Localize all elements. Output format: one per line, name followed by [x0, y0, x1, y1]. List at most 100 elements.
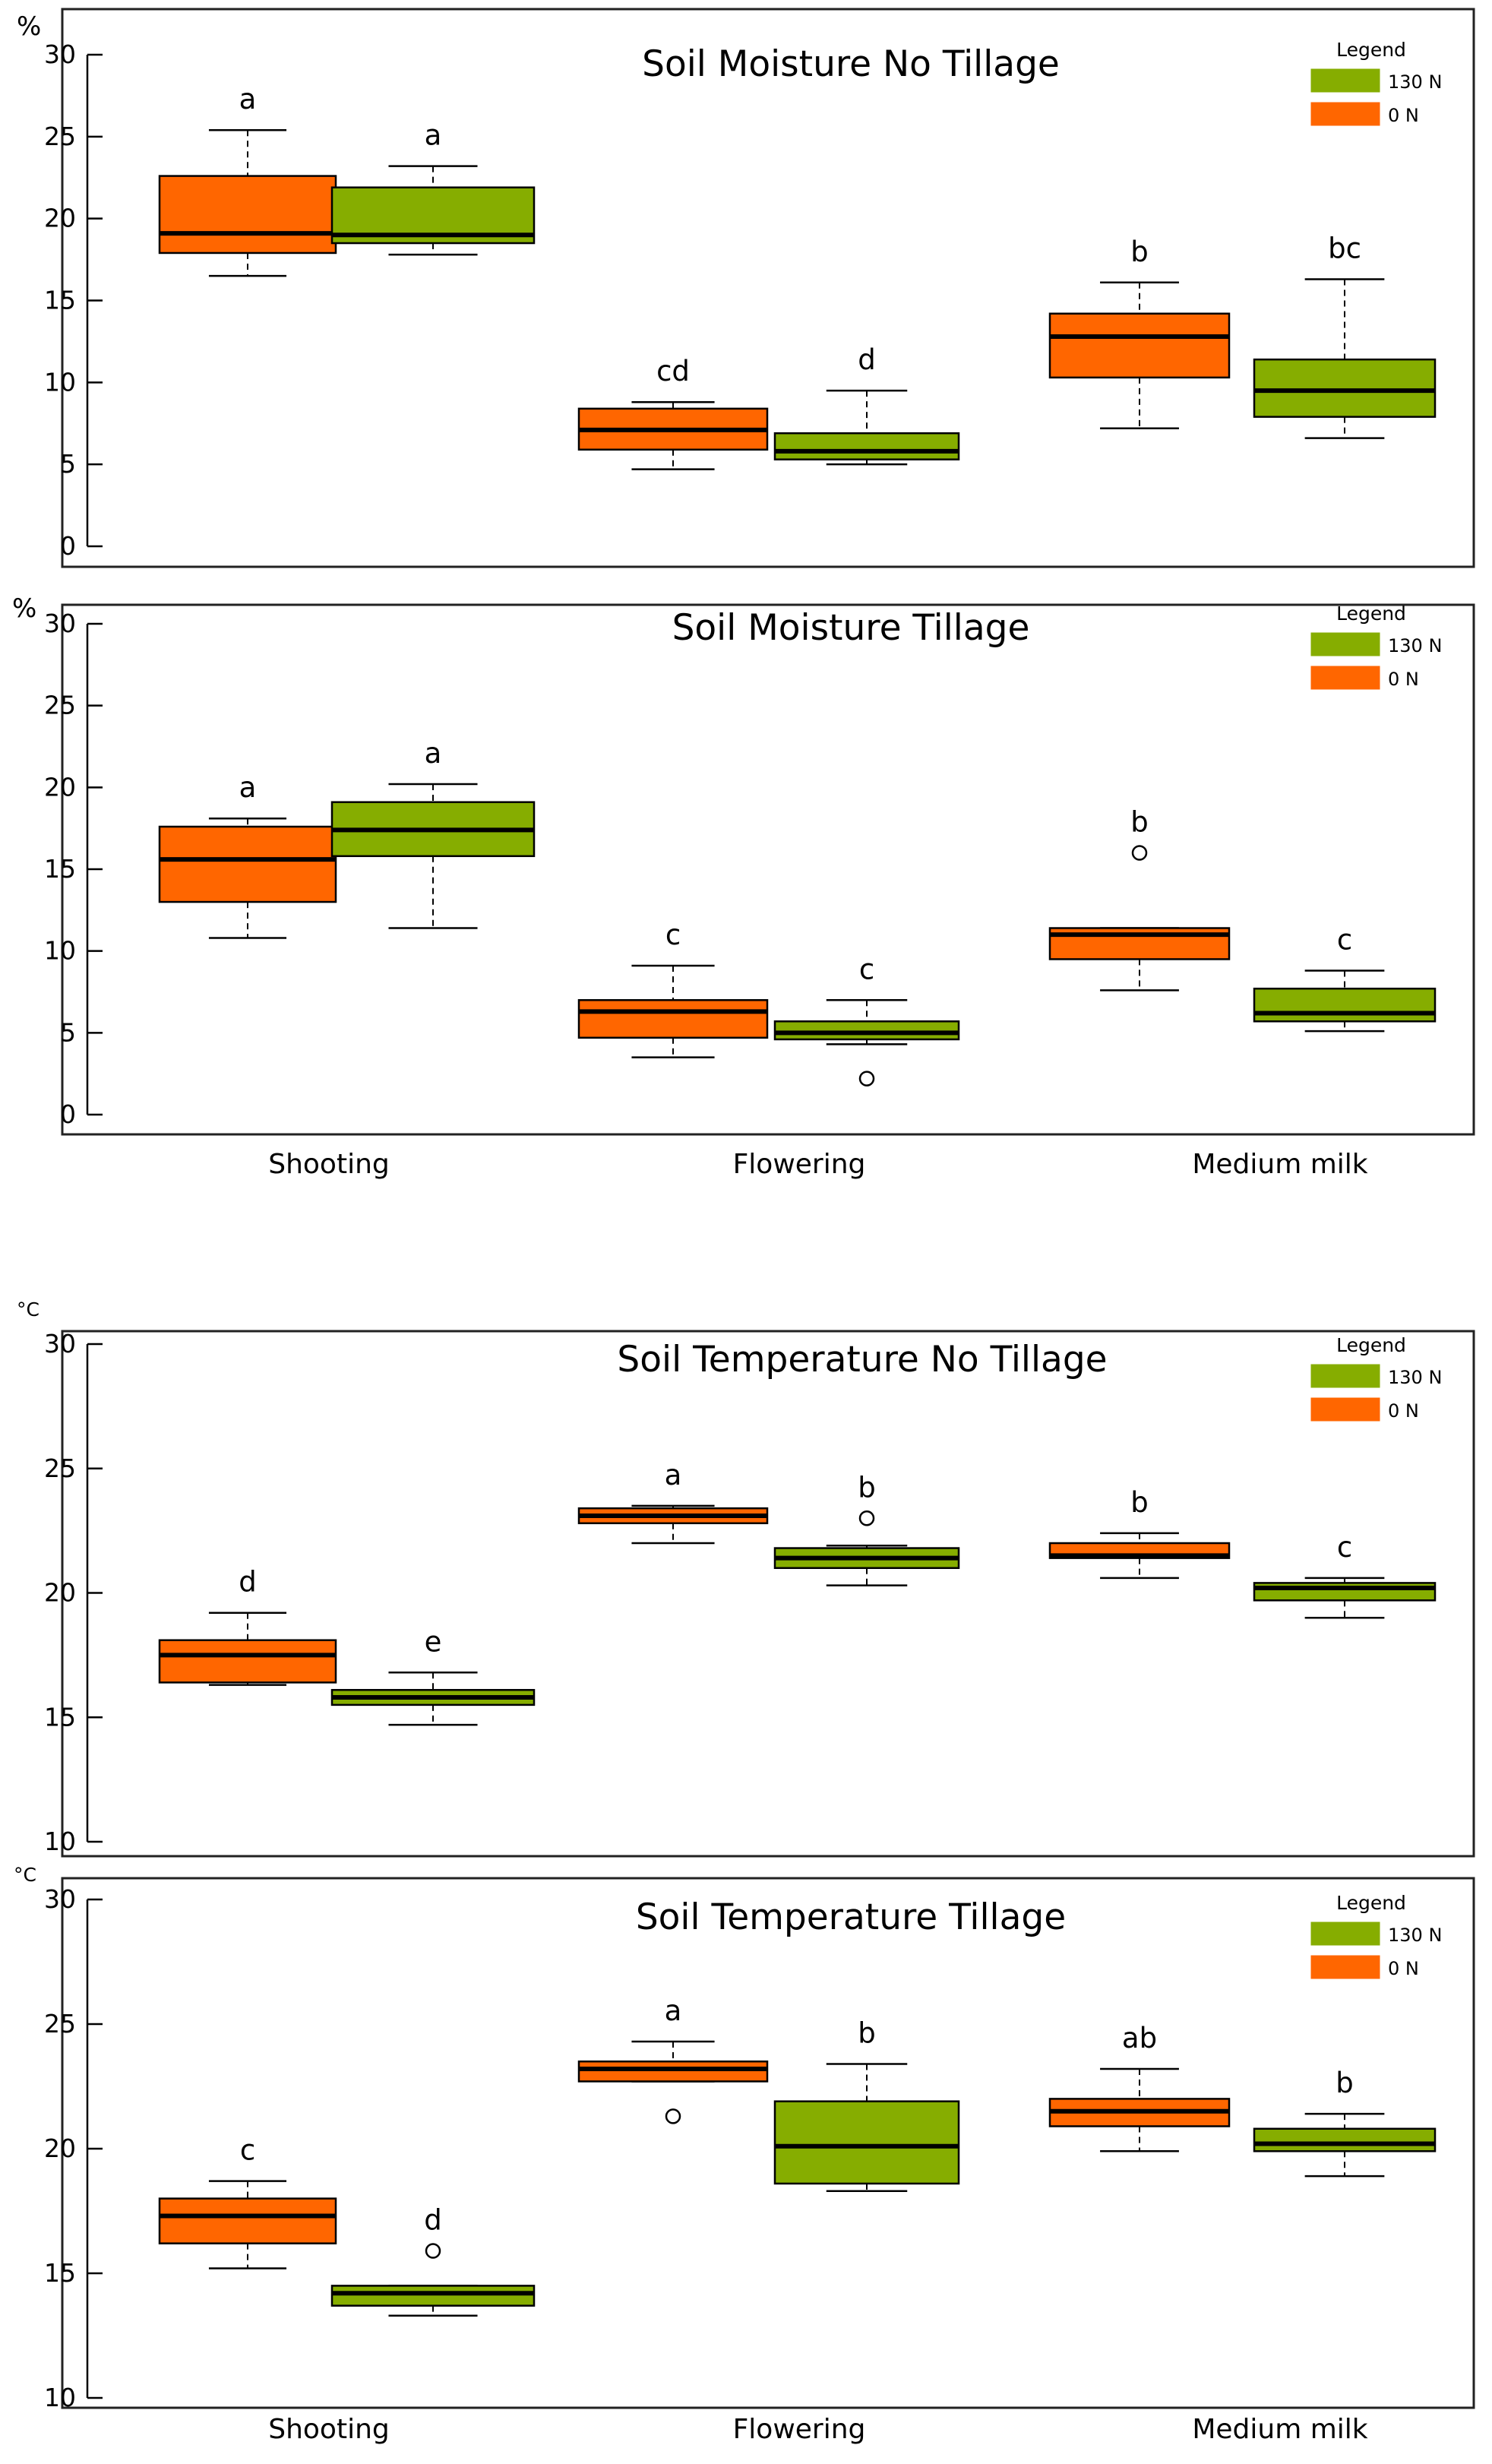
outlier-point — [425, 2243, 441, 2259]
y-tick-label: 10 — [44, 2383, 76, 2412]
box-2-n0: ab — [1048, 2022, 1231, 2152]
y-tick-label: 20 — [44, 772, 76, 802]
y-tick-label: 30 — [44, 1329, 76, 1359]
box-2-n0: b — [1048, 1486, 1231, 1580]
outlier-point — [665, 2108, 681, 2124]
significance-letter: b — [1130, 1486, 1149, 1519]
box-0-n130: a — [330, 737, 536, 929]
y-tick-label: 10 — [44, 367, 76, 397]
y-tick-label: 25 — [44, 691, 76, 720]
box-1-n0: a — [577, 1994, 769, 2124]
legend-label-n0: 0 N — [1388, 669, 1419, 690]
y-tick-label: 20 — [44, 204, 76, 233]
legend-label-n0: 0 N — [1388, 1958, 1419, 1979]
box-iqr — [773, 432, 960, 460]
y-tick-label: 0 — [60, 1099, 76, 1129]
significance-letter: c — [859, 953, 874, 985]
legend-swatch-n130 — [1310, 68, 1381, 93]
box-iqr — [330, 2285, 536, 2307]
y-axis-unit: % — [12, 593, 36, 624]
y-tick-label: 20 — [44, 2133, 76, 2163]
y-tick-label: 15 — [44, 2258, 76, 2288]
significance-letter: e — [425, 1625, 442, 1658]
box-iqr — [1253, 987, 1437, 1023]
chart-title: Soil Moisture No Tillage — [642, 43, 1060, 85]
box-0-n0: d — [158, 1566, 337, 1686]
significance-letter: c — [665, 919, 681, 951]
plot-frame — [61, 1877, 1475, 2409]
x-category-label: Medium milk — [1192, 1149, 1367, 1180]
legend: Legend 130 N 0 N — [1310, 1892, 1442, 1980]
outlier-point — [858, 1510, 875, 1526]
legend: Legend 130 N 0 N — [1310, 603, 1442, 691]
x-category-label: Flowering — [733, 1149, 866, 1180]
y-tick-label: 10 — [44, 1827, 76, 1856]
legend-label-n130: 130 N — [1388, 1925, 1442, 1946]
legend-label-n130: 130 N — [1388, 635, 1442, 656]
box-0-n0: a — [158, 771, 337, 939]
significance-letter: b — [1130, 805, 1149, 838]
significance-letter: bc — [1328, 232, 1361, 264]
legend-swatch-n0 — [1310, 1396, 1381, 1422]
significance-letter: c — [1337, 1531, 1352, 1564]
box-iqr — [1048, 312, 1231, 379]
y-tick-label: 25 — [44, 1453, 76, 1483]
x-category-label: Medium milk — [1192, 2414, 1367, 2445]
box-1-n130: d — [773, 343, 960, 466]
box-1-n0: cd — [577, 355, 769, 470]
box-iqr — [158, 1639, 337, 1684]
box-2-n130: c — [1253, 1531, 1437, 1619]
legend-swatch-n0 — [1310, 1954, 1381, 1980]
chart-title: Soil Moisture Tillage — [672, 607, 1030, 649]
box-1-n0: a — [577, 1459, 769, 1545]
significance-letter: a — [239, 771, 257, 804]
x-category-label: Flowering — [733, 2414, 866, 2445]
box-2-n130: b — [1253, 2067, 1437, 2178]
box-iqr — [577, 999, 769, 1039]
box-iqr — [1253, 2127, 1437, 2152]
box-0-n130: d — [330, 2203, 536, 2317]
significance-letter: d — [424, 2203, 442, 2236]
significance-letter: c — [240, 2134, 255, 2167]
legend-swatch-n130 — [1310, 1363, 1381, 1389]
significance-letter: a — [425, 737, 442, 770]
significance-letter: a — [665, 1994, 682, 2027]
box-iqr — [158, 825, 337, 903]
x-category-label: Shooting — [268, 1149, 390, 1180]
box-iqr — [158, 2197, 337, 2244]
plot-frame — [61, 603, 1475, 1136]
legend-swatch-n0 — [1310, 665, 1381, 691]
significance-letter: b — [1130, 236, 1149, 268]
legend: Legend 130 N 0 N — [1310, 39, 1442, 127]
box-1-n0: c — [577, 919, 769, 1058]
significance-letter: a — [665, 1459, 682, 1491]
outlier-point — [858, 1071, 875, 1087]
box-0-n0: a — [158, 83, 337, 277]
box-2-n0: b — [1048, 805, 1231, 992]
significance-letter: c — [1337, 924, 1352, 957]
legend-title: Legend — [1336, 603, 1406, 625]
box-iqr — [577, 2060, 769, 2083]
significance-letter: b — [858, 1471, 876, 1504]
significance-letter: d — [858, 343, 876, 376]
box-iqr — [1253, 1582, 1437, 1602]
legend: Legend 130 N 0 N — [1310, 1334, 1442, 1422]
y-tick-label: 30 — [44, 1884, 76, 1914]
y-tick-label: 0 — [60, 531, 76, 561]
box-0-n130: a — [330, 119, 536, 256]
box-2-n130: c — [1253, 924, 1437, 1033]
legend-label-n130: 130 N — [1388, 71, 1442, 93]
significance-letter: a — [239, 83, 257, 115]
chart-panel-3: 10 15 20 25 30°C Soil Temperature No Tillage L… — [17, 1298, 1475, 1858]
legend-label-n0: 0 N — [1388, 1400, 1419, 1422]
chart-title: Soil Temperature No Tillage — [617, 1339, 1107, 1381]
legend-swatch-n130 — [1310, 631, 1381, 657]
chart-title: Soil Temperature Tillage — [636, 1896, 1066, 1938]
box-0-n0: c — [158, 2134, 337, 2269]
y-tick-label: 15 — [44, 854, 76, 884]
y-tick-label: 5 — [60, 449, 76, 479]
significance-letter: d — [239, 1566, 257, 1599]
legend-title: Legend — [1336, 1892, 1406, 1914]
chart-panel-1: 0 5 10 15 20 25 30% Soil Moisture No Tillage Leg… — [17, 8, 1475, 568]
